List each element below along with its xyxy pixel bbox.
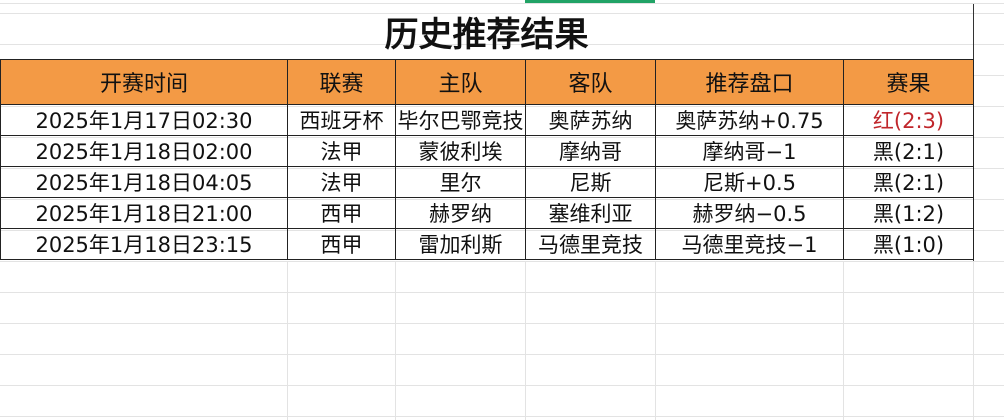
cell-pick[interactable]: 奥萨苏纳+0.75 [655,104,844,136]
cell-time[interactable]: 2025年1月18日04:05 [0,166,288,198]
cell-time[interactable]: 2025年1月18日23:15 [0,228,288,260]
cell-time[interactable]: 2025年1月18日02:00 [0,135,288,167]
right-border [973,4,974,261]
table-row: 2025年1月18日23:15 西甲 雷加利斯 马德里竞技 马德里竞技−1 黑(1:0) [0,228,974,260]
cell-pick[interactable]: 马德里竞技−1 [655,228,844,260]
sheet-title: 历史推荐结果 [384,15,589,55]
header-home[interactable]: 主队 [395,59,526,105]
cell-pick[interactable]: 尼斯+0.5 [655,166,844,198]
cell-away[interactable]: 摩纳哥 [525,135,656,167]
cell-home[interactable]: 赫罗纳 [395,197,526,229]
cell-league[interactable]: 法甲 [287,166,396,198]
cell-home[interactable]: 蒙彼利埃 [395,135,526,167]
cell-away[interactable]: 奥萨苏纳 [525,104,656,136]
grid-line [843,261,844,420]
table-row: 2025年1月18日21:00 西甲 赫罗纳 塞维利亚 赫罗纳−0.5 黑(1:2) [0,197,974,229]
cell-home[interactable]: 里尔 [395,166,526,198]
table-row: 2025年1月17日02:30 西班牙杯 毕尔巴鄂竞技 奥萨苏纳 奥萨苏纳+0.75 红(… [0,104,974,136]
cell-result[interactable]: 红(2:3) [843,104,974,136]
top-rule [0,3,1004,4]
cell-pick[interactable]: 摩纳哥−1 [655,135,844,167]
cell-result[interactable]: 黑(1:0) [843,228,974,260]
header-pick[interactable]: 推荐盘口 [655,59,844,105]
grid-line [287,261,288,420]
cell-home[interactable]: 雷加利斯 [395,228,526,260]
results-table: 开赛时间 联赛 主队 客队 推荐盘口 赛果 2025年1月17日02:30 西班牙… [0,59,974,260]
cell-away[interactable]: 尼斯 [525,166,656,198]
header-league[interactable]: 联赛 [287,59,396,105]
cell-league[interactable]: 西甲 [287,228,396,260]
cell-away[interactable]: 塞维利亚 [525,197,656,229]
grid-line [973,261,974,420]
cell-result[interactable]: 黑(1:2) [843,197,974,229]
header-away[interactable]: 客队 [525,59,656,105]
table-row: 2025年1月18日02:00 法甲 蒙彼利埃 摩纳哥 摩纳哥−1 黑(2:1) [0,135,974,167]
cell-result[interactable]: 黑(2:1) [843,135,974,167]
header-time[interactable]: 开赛时间 [0,59,288,105]
cell-away[interactable]: 马德里竞技 [525,228,656,260]
cell-league[interactable]: 西甲 [287,197,396,229]
grid-line [395,261,396,420]
cell-home[interactable]: 毕尔巴鄂竞技 [395,104,526,136]
header-row: 开赛时间 联赛 主队 客队 推荐盘口 赛果 [0,59,974,105]
column-selection-indicator [525,0,655,3]
grid-line [525,261,526,420]
grid-line [655,261,656,420]
cell-time[interactable]: 2025年1月18日21:00 [0,197,288,229]
cell-league[interactable]: 西班牙杯 [287,104,396,136]
header-result[interactable]: 赛果 [843,59,974,105]
cell-result[interactable]: 黑(2:1) [843,166,974,198]
cell-league[interactable]: 法甲 [287,135,396,167]
cell-pick[interactable]: 赫罗纳−0.5 [655,197,844,229]
table-row: 2025年1月18日04:05 法甲 里尔 尼斯 尼斯+0.5 黑(2:1) [0,166,974,198]
cell-time[interactable]: 2025年1月17日02:30 [0,104,288,136]
